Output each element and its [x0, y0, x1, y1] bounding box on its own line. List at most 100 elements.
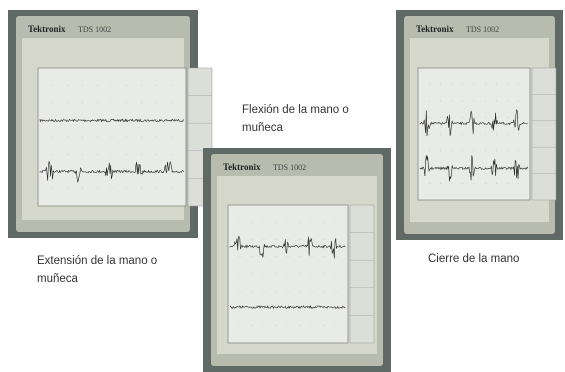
figure: TektronixTDS 1002TektronixTDS 1002Tektro…	[0, 0, 565, 372]
model: TDS 1002	[273, 163, 306, 172]
grid-dot	[518, 134, 519, 135]
grid-dot	[507, 183, 508, 184]
grid-dot	[324, 256, 325, 257]
grid-dot	[312, 291, 313, 292]
grid-dot	[52, 188, 53, 189]
grid-dot	[518, 117, 519, 118]
grid-dot	[141, 85, 142, 86]
grid-dot	[336, 325, 337, 326]
grid-dot	[141, 137, 142, 138]
grid-dot	[312, 256, 313, 257]
grid-dot	[264, 274, 265, 275]
grid-dot	[300, 325, 301, 326]
grid-dot	[496, 183, 497, 184]
grid-dot	[507, 117, 508, 118]
grid-dot	[288, 308, 289, 309]
grid-dot	[97, 154, 98, 155]
grid-dot	[507, 101, 508, 102]
grid-dot	[312, 325, 313, 326]
caption: Extensión de la mano o muñeca	[37, 252, 162, 288]
grid-dot	[252, 239, 253, 240]
page: {"photos": [ {"brand": "Tektronix", "mod…	[0, 0, 565, 372]
grid-dot	[312, 222, 313, 223]
grid-dot	[485, 150, 486, 151]
grid-dot	[264, 291, 265, 292]
grid-dot	[288, 256, 289, 257]
grid-dot	[496, 84, 497, 85]
grid-dot	[240, 256, 241, 257]
grid-dot	[240, 222, 241, 223]
grid-dot	[462, 101, 463, 102]
grid-dot	[485, 134, 486, 135]
grid-dot	[67, 85, 68, 86]
grid-dot	[126, 85, 127, 86]
grid-dot	[462, 134, 463, 135]
grid-dot	[276, 239, 277, 240]
grid-dot	[97, 85, 98, 86]
grid-dot	[474, 150, 475, 151]
grid-dot	[440, 183, 441, 184]
grid-dot	[252, 325, 253, 326]
grid-dot	[312, 274, 313, 275]
grid-dot	[485, 101, 486, 102]
grid-dot	[67, 137, 68, 138]
grid-dot	[496, 134, 497, 135]
grid-dot	[171, 85, 172, 86]
caption: Flexión de la mano o muñeca	[242, 101, 367, 137]
grid-dot	[97, 188, 98, 189]
grid-dot	[518, 84, 519, 85]
grid-dot	[300, 222, 301, 223]
grid-dot	[171, 171, 172, 172]
grid-dot	[171, 102, 172, 103]
model: TDS 1002	[466, 25, 499, 34]
grid-dot	[336, 291, 337, 292]
grid-dot	[171, 154, 172, 155]
grid-dot	[141, 171, 142, 172]
grid-dot	[440, 134, 441, 135]
grid-dot	[276, 325, 277, 326]
grid-dot	[141, 154, 142, 155]
grid-dot	[474, 167, 475, 168]
grid-dot	[112, 154, 113, 155]
grid-dot	[429, 84, 430, 85]
grid-dot	[240, 274, 241, 275]
grid-dot	[507, 150, 508, 151]
grid-dot	[67, 102, 68, 103]
grid-dot	[451, 183, 452, 184]
grid-dot	[240, 308, 241, 309]
grid-dot	[276, 274, 277, 275]
side-menu	[532, 68, 556, 200]
brand: Tektronix	[28, 24, 66, 34]
grid-dot	[171, 188, 172, 189]
grid-dot	[300, 256, 301, 257]
grid-dot	[288, 291, 289, 292]
model: TDS 1002	[78, 25, 111, 34]
grid-dot	[288, 222, 289, 223]
grid-dot	[451, 84, 452, 85]
grid-dot	[276, 308, 277, 309]
grid-dot	[52, 137, 53, 138]
grid-dot	[264, 325, 265, 326]
grid-dot	[496, 101, 497, 102]
grid-dot	[451, 117, 452, 118]
side-menu	[350, 205, 374, 343]
grid-dot	[451, 134, 452, 135]
grid-dot	[324, 222, 325, 223]
grid-dot	[440, 150, 441, 151]
grid-dot	[141, 102, 142, 103]
grid-dot	[126, 188, 127, 189]
oscilloscope-photo: Tektronix TDS 1002	[8, 10, 212, 238]
grid-dot	[300, 274, 301, 275]
grid-dot	[156, 137, 157, 138]
grid-dot	[156, 188, 157, 189]
grid-dot	[474, 183, 475, 184]
grid-dot	[451, 101, 452, 102]
grid-dot	[451, 150, 452, 151]
grid-dot	[324, 325, 325, 326]
grid-dot	[82, 102, 83, 103]
grid-dot	[496, 150, 497, 151]
grid-dot	[141, 119, 142, 120]
grid-dot	[156, 85, 157, 86]
grid-dot	[462, 150, 463, 151]
grid-dot	[429, 101, 430, 102]
